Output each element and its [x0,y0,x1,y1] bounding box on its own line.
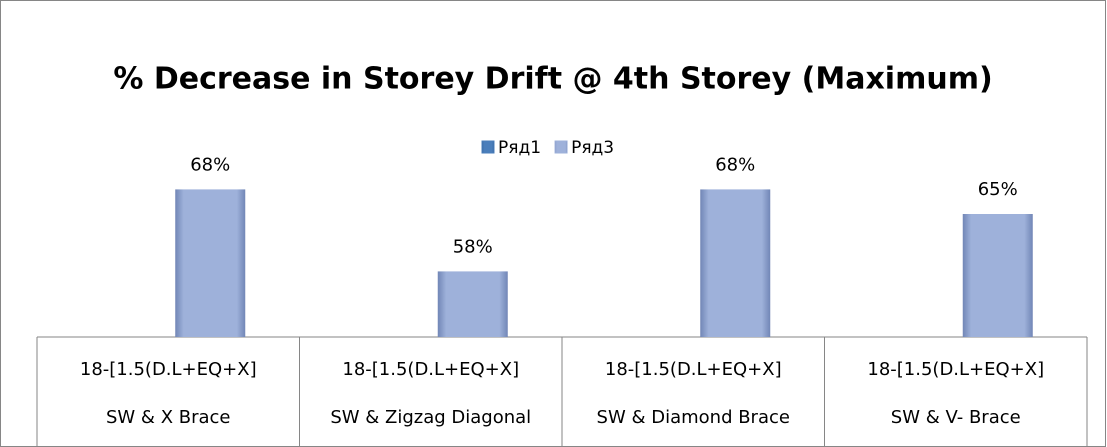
data-label: 65% [978,179,1018,200]
x-tick-label: SW & Zigzag Diagonal [330,407,531,428]
bar [700,189,771,337]
x-tick-label: 18-[1.5(D.L+EQ+X] [605,359,782,380]
data-label: 58% [453,236,493,257]
x-tick-label: 18-[1.5(D.L+EQ+X] [80,359,257,380]
chart-title: % Decrease in Storey Drift @ 4th Storey … [113,62,992,97]
bar [962,214,1033,337]
x-tick-label: SW & Diamond Brace [597,407,790,428]
x-tick-label: SW & X Brace [106,407,231,428]
x-tick-label: 18-[1.5(D.L+EQ+X] [867,359,1044,380]
legend-swatch [554,140,568,154]
bar [437,271,508,337]
x-tick-label: SW & V- Brace [891,407,1021,428]
legend-label: Ряд1 [498,138,541,158]
x-tick-label: 18-[1.5(D.L+EQ+X] [342,359,519,380]
bar [175,189,246,337]
data-label: 68% [715,154,755,175]
legend-swatch [481,140,495,154]
data-label: 68% [190,154,230,175]
legend-label: Ряд3 [571,138,614,158]
